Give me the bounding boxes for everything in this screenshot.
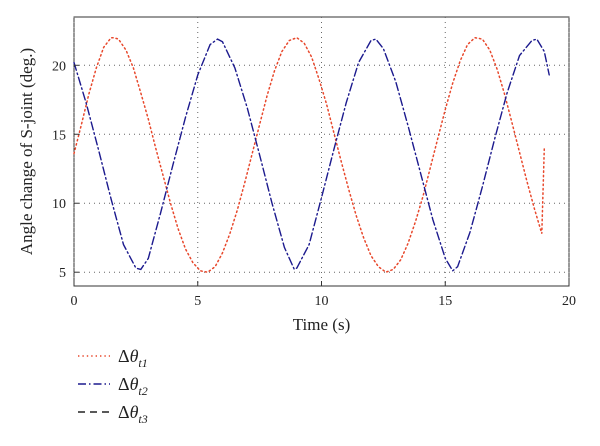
x-axis-title: Time (s) bbox=[293, 315, 350, 334]
x-tick-label: 20 bbox=[562, 294, 576, 309]
y-tick-label: 10 bbox=[52, 197, 66, 212]
series-line-1 bbox=[73, 36, 546, 274]
x-tick-label: 0 bbox=[71, 294, 78, 309]
y-axis-title: Angle change of S-joint (deg.) bbox=[17, 48, 36, 255]
legend-label-3: Δθt3 bbox=[118, 402, 148, 426]
legend-label-2: Δθt2 bbox=[118, 374, 148, 398]
x-tick-label: 5 bbox=[194, 294, 201, 309]
legend: Δθt1 Δθt2 Δθt3 bbox=[78, 346, 148, 426]
y-tick-label: 15 bbox=[52, 128, 66, 143]
x-tick-label: 10 bbox=[315, 294, 329, 309]
y-tick-label: 5 bbox=[59, 266, 66, 281]
series-line-2 bbox=[73, 38, 550, 272]
legend-label-1: Δθt1 bbox=[118, 346, 148, 370]
x-tick-label: 15 bbox=[438, 294, 452, 309]
series-lines bbox=[73, 36, 550, 274]
y-tick-label: 20 bbox=[52, 59, 66, 74]
